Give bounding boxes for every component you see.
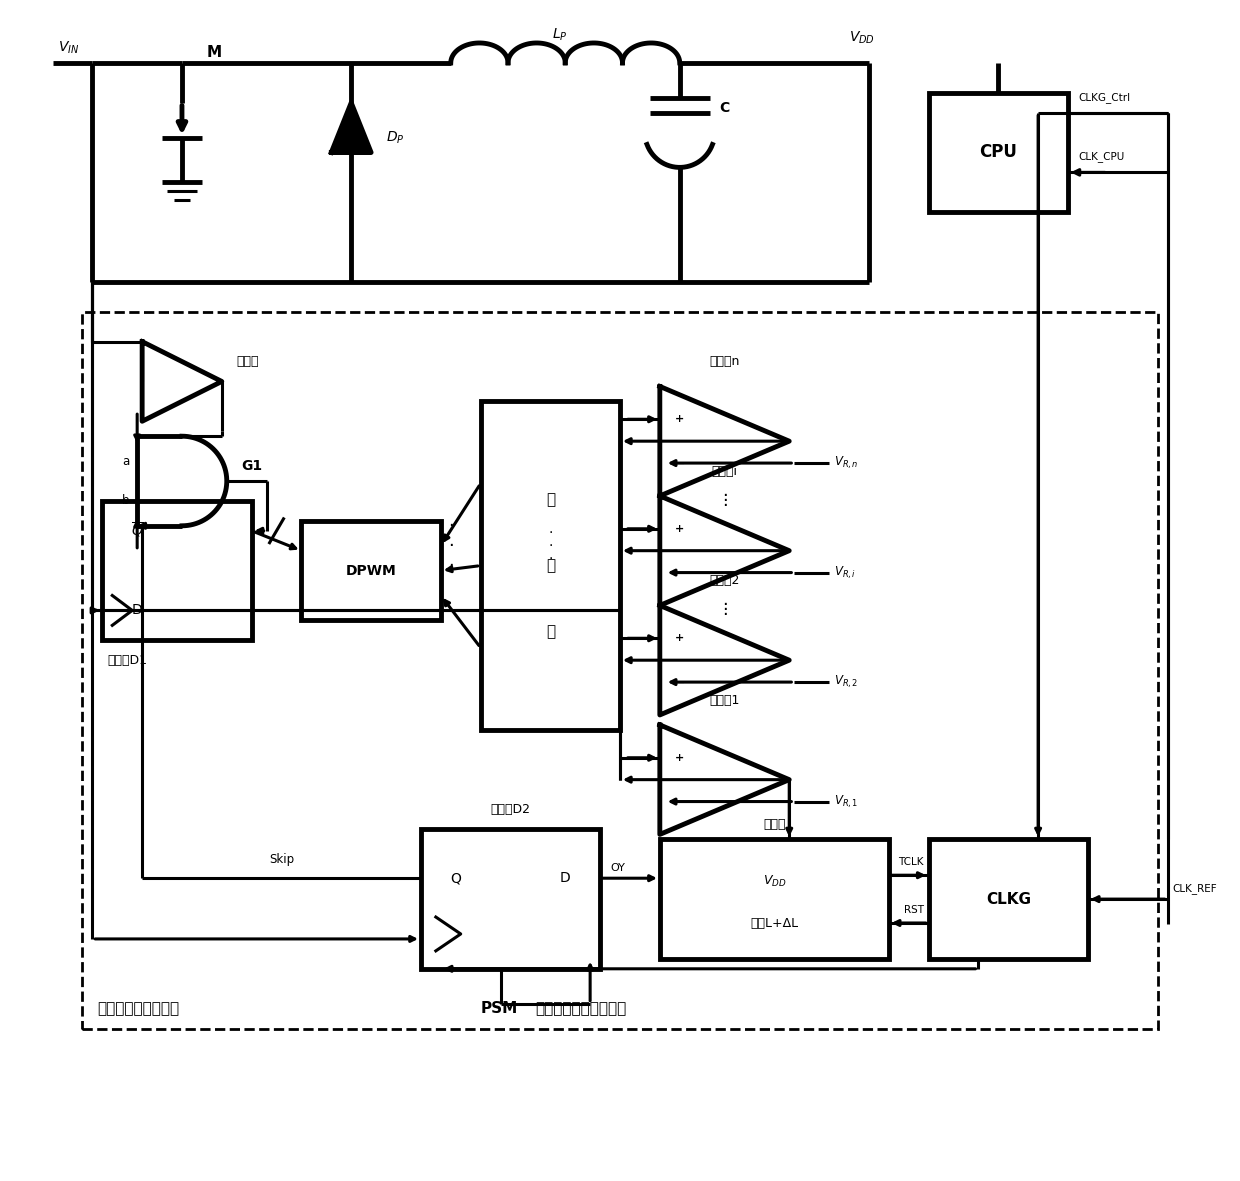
Text: ·: · [548, 539, 553, 553]
Text: $-$: $-$ [675, 676, 686, 689]
Text: CPU: CPU [980, 143, 1017, 162]
Text: Skip: Skip [269, 853, 294, 866]
Text: RST: RST [904, 905, 924, 915]
Bar [420, 829, 600, 968]
Text: ·: · [722, 487, 728, 505]
Polygon shape [660, 725, 789, 835]
Text: CLKG: CLKG [986, 892, 1030, 907]
Bar [82, 312, 1158, 1029]
Text: 长度L+ΔL: 长度L+ΔL [750, 916, 799, 929]
Text: 延迟线: 延迟线 [763, 818, 786, 831]
Text: $-$: $-$ [675, 566, 686, 579]
Text: DPWM: DPWM [346, 563, 397, 578]
Text: $V_{DD}$: $V_{DD}$ [763, 874, 786, 889]
Text: TCLK: TCLK [898, 857, 924, 867]
Text: CLK_REF: CLK_REF [1173, 883, 1218, 894]
Text: 器: 器 [546, 624, 554, 639]
Text: b: b [122, 495, 129, 508]
Text: $-$: $-$ [675, 795, 686, 808]
Text: $V_{R,i}$: $V_{R,i}$ [835, 565, 857, 581]
Bar [929, 93, 1068, 213]
Text: $\overline{Q}$: $\overline{Q}$ [130, 521, 144, 541]
Polygon shape [660, 386, 789, 496]
Text: $D_P$: $D_P$ [386, 130, 404, 145]
Text: $V_{R,2}$: $V_{R,2}$ [835, 674, 858, 690]
Text: CLK_CPU: CLK_CPU [1078, 151, 1125, 163]
Text: +: + [675, 752, 684, 763]
Text: ·: · [722, 497, 728, 515]
Text: ·: · [722, 492, 728, 510]
Text: ·: · [548, 552, 553, 566]
Polygon shape [660, 606, 789, 715]
Polygon shape [660, 496, 789, 606]
Text: ·: · [548, 526, 553, 540]
Text: $-$: $-$ [675, 457, 686, 470]
Text: 编: 编 [546, 492, 554, 508]
Text: 比较器i: 比较器i [712, 464, 738, 477]
Text: 比较器2: 比较器2 [709, 574, 740, 587]
Text: 触发器D2: 触发器D2 [491, 803, 531, 816]
Text: $V_{IN}$: $V_{IN}$ [57, 40, 79, 57]
Text: ·: · [722, 606, 728, 625]
Text: ·: · [722, 601, 728, 619]
Bar [929, 840, 1087, 959]
Text: M: M [207, 45, 222, 60]
Text: D: D [560, 872, 570, 886]
Text: D: D [131, 603, 143, 618]
Bar [103, 501, 252, 640]
Text: ·: · [448, 517, 454, 535]
Text: ·: · [448, 537, 454, 555]
Text: PSM: PSM [481, 1001, 518, 1016]
Text: 模式自适应电压调节器: 模式自适应电压调节器 [536, 1001, 626, 1016]
Text: $L_P$: $L_P$ [553, 27, 568, 44]
Text: Q: Q [450, 872, 461, 886]
Text: 比较器1: 比较器1 [709, 693, 740, 706]
Text: $V_{R,1}$: $V_{R,1}$ [835, 794, 858, 810]
Text: a: a [122, 455, 129, 468]
Text: $V_{DD}$: $V_{DD}$ [849, 30, 875, 46]
Text: ·: · [448, 556, 454, 575]
Polygon shape [331, 103, 371, 152]
Text: $V_{R,n}$: $V_{R,n}$ [835, 455, 858, 471]
Text: G1: G1 [242, 459, 263, 474]
Text: OY: OY [610, 863, 625, 873]
Bar [481, 402, 620, 730]
Text: +: + [675, 415, 684, 424]
Text: 码: 码 [546, 559, 554, 573]
Text: CLKG_Ctrl: CLKG_Ctrl [1078, 92, 1130, 103]
Text: C: C [719, 100, 730, 115]
Text: ·: · [722, 596, 728, 614]
Text: 触发器D1: 触发器D1 [108, 654, 148, 667]
Text: +: + [675, 524, 684, 534]
Text: 缓冲器: 缓冲器 [237, 355, 259, 368]
Text: +: + [675, 633, 684, 644]
Text: 基于输出电压分段的: 基于输出电压分段的 [98, 1001, 180, 1016]
Bar [301, 521, 440, 620]
Bar [660, 840, 889, 959]
Text: 比较器n: 比较器n [709, 355, 740, 368]
